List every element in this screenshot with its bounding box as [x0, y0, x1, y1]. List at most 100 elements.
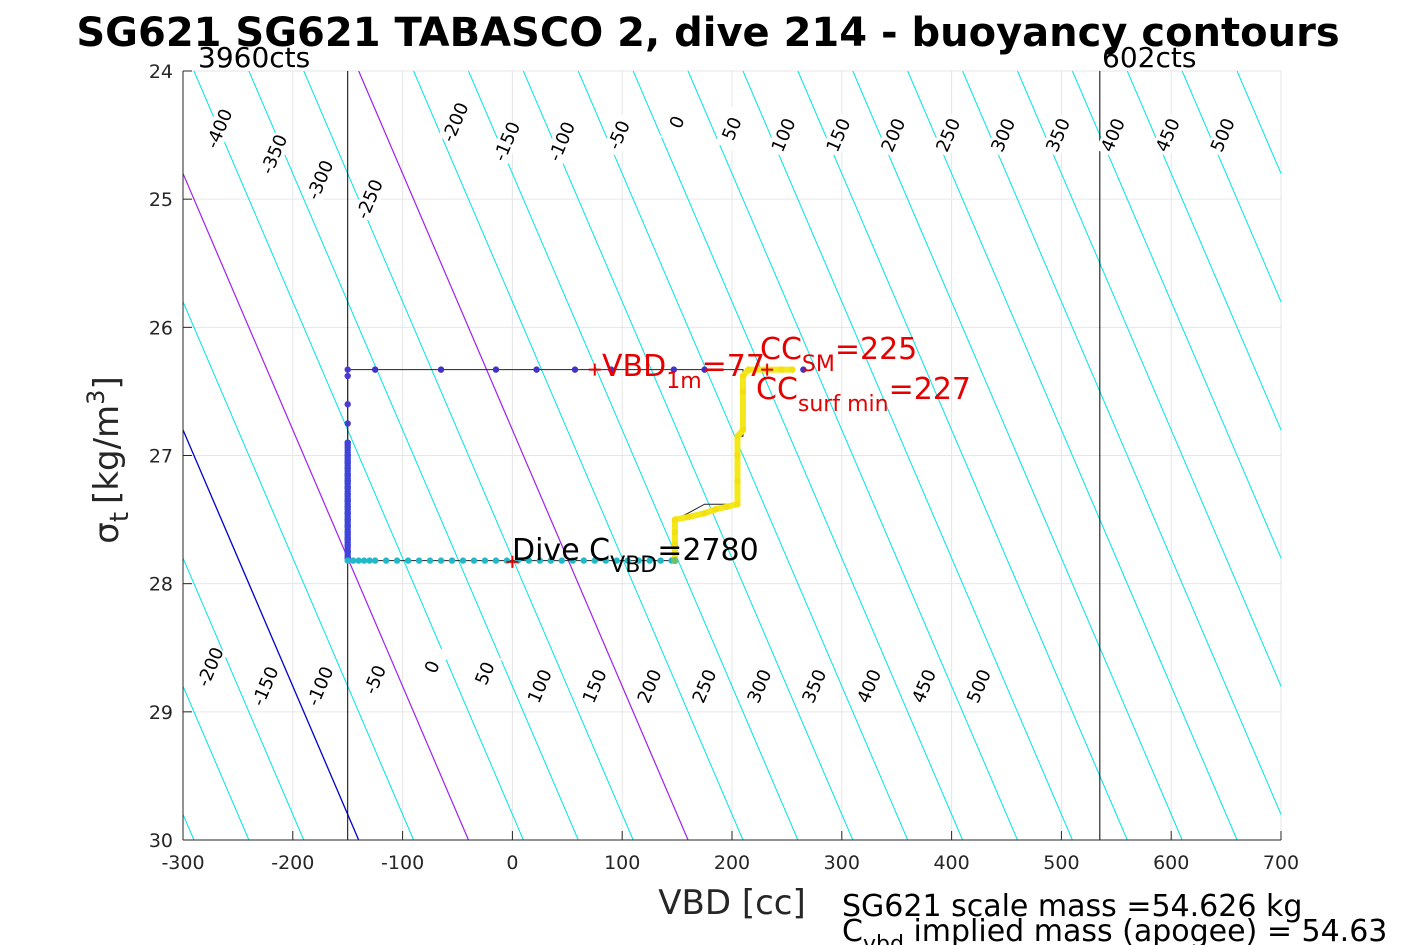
contour-line	[183, 556, 305, 840]
contour-label-bg	[577, 663, 612, 709]
contour-label-bg	[961, 663, 997, 709]
y-tick-label: 26	[149, 317, 173, 339]
y-axis-label: σt [kg/m3]	[82, 376, 135, 543]
contour-line	[183, 684, 250, 840]
climb-point	[712, 506, 719, 513]
footer-implied-main: C	[842, 914, 863, 945]
y-tick-label: 29	[149, 702, 173, 724]
climb-point	[671, 516, 679, 523]
cc-surf-min-sub: surf min	[798, 392, 889, 417]
bottom-point	[459, 557, 467, 564]
y-tick-label: 25	[149, 189, 173, 211]
bottom-point	[393, 557, 401, 564]
contour-label-bg	[1205, 112, 1240, 158]
bottom-point	[525, 557, 533, 564]
contour-label-bg	[766, 112, 801, 158]
contour-label: -400	[202, 106, 237, 152]
contour-line	[1181, 71, 1281, 303]
y-axis-label-sub: t	[105, 512, 135, 522]
contour-label-bg	[660, 99, 695, 145]
contour-label-bg	[852, 663, 887, 709]
bottom-point	[580, 557, 587, 564]
x-tick-label: -300	[161, 852, 204, 874]
contour-label-bg	[522, 663, 557, 709]
bottom-point	[602, 557, 609, 564]
contour-label-bg	[489, 119, 524, 164]
dive-track	[347, 369, 744, 562]
bottom-point	[613, 557, 620, 564]
bottom-point	[360, 557, 368, 564]
contour-label: -200	[438, 100, 473, 146]
bottom-point	[624, 557, 631, 564]
dive-point	[344, 366, 351, 373]
contour-label: -100	[545, 119, 580, 165]
y-tick-label: 27	[149, 446, 173, 468]
bottom-point	[415, 557, 423, 564]
contour-label-bg	[438, 99, 473, 145]
contour-line	[1126, 71, 1281, 432]
contour-line	[852, 71, 1183, 840]
contour-label-bg	[797, 663, 832, 709]
bottom-point	[344, 557, 351, 564]
bottom-point	[657, 557, 664, 564]
dive-cvbd-sub: VBD	[610, 553, 657, 578]
contour-label-bg	[467, 651, 503, 696]
y-axis-label-sigma: σ	[87, 522, 127, 544]
cc-surf-min-annotation: CCsurf min=227	[756, 372, 971, 417]
contour-line	[183, 300, 415, 840]
bottom-point	[635, 557, 642, 564]
contour-label-bg	[821, 112, 856, 158]
contour-line	[183, 172, 470, 840]
footer-implied-sub: vbd	[863, 932, 904, 945]
x-tick-label: 300	[824, 852, 860, 874]
dive-points	[344, 366, 807, 565]
surface-point	[571, 366, 579, 373]
climb-point	[739, 426, 747, 434]
contour-line	[193, 71, 524, 840]
contour-label-bg	[876, 112, 911, 158]
dive-point	[344, 401, 351, 408]
contour-label-bg	[303, 157, 338, 203]
svg-text:σt[kg/m3]: σt [kg/m3]	[82, 376, 135, 543]
contour-label-bg	[714, 106, 750, 151]
contour-line	[742, 71, 1073, 840]
contour-line	[797, 71, 1128, 840]
contour-line	[907, 71, 1238, 840]
cc-surf-min-main: CC	[756, 372, 798, 407]
cc-surf-min-value: =227	[889, 372, 971, 407]
x-tick-label: -100	[381, 852, 424, 874]
contour-label: -200	[193, 644, 228, 690]
contour-line	[632, 71, 964, 840]
vbd-1m-value: =77	[702, 349, 765, 384]
dive-cvbd-main: Dive C	[512, 533, 610, 568]
contour-line	[1017, 71, 1281, 688]
climb-point	[734, 452, 741, 459]
climb-point	[734, 433, 741, 440]
contour-label-bg	[1041, 112, 1076, 158]
bottom-point	[470, 557, 478, 564]
x-tick-label: 0	[506, 852, 518, 874]
markers	[506, 363, 774, 568]
x-axis-label: VBD [cc]	[658, 883, 806, 923]
contour-label-bg	[202, 106, 237, 151]
contour-label: -350	[257, 132, 292, 178]
climb-point	[734, 477, 741, 485]
vbd-1m-sub: 1m	[666, 369, 701, 394]
contour-label: -150	[490, 119, 525, 165]
contour-label-bg	[544, 119, 579, 164]
y-tick-label: 28	[149, 574, 173, 596]
footer-implied-mass: Cvbd implied mass (apogee) = 54.63	[842, 914, 1387, 945]
contour-label-bg	[986, 112, 1021, 158]
contour-label-bg	[632, 663, 667, 709]
y-tick-label: 30	[149, 830, 173, 852]
contour-label-bg	[1095, 112, 1131, 158]
y-axis-label-end: ]	[87, 376, 127, 389]
cc-sm-annotation: CCSM=225	[760, 332, 917, 377]
contour-label-bg	[415, 644, 450, 690]
contour-line	[577, 71, 909, 840]
contour-line	[358, 71, 689, 840]
contour-line	[1402, 71, 1417, 840]
bottom-point	[349, 557, 357, 564]
bottom-point	[569, 557, 576, 564]
contour-label-bg	[1150, 112, 1185, 158]
